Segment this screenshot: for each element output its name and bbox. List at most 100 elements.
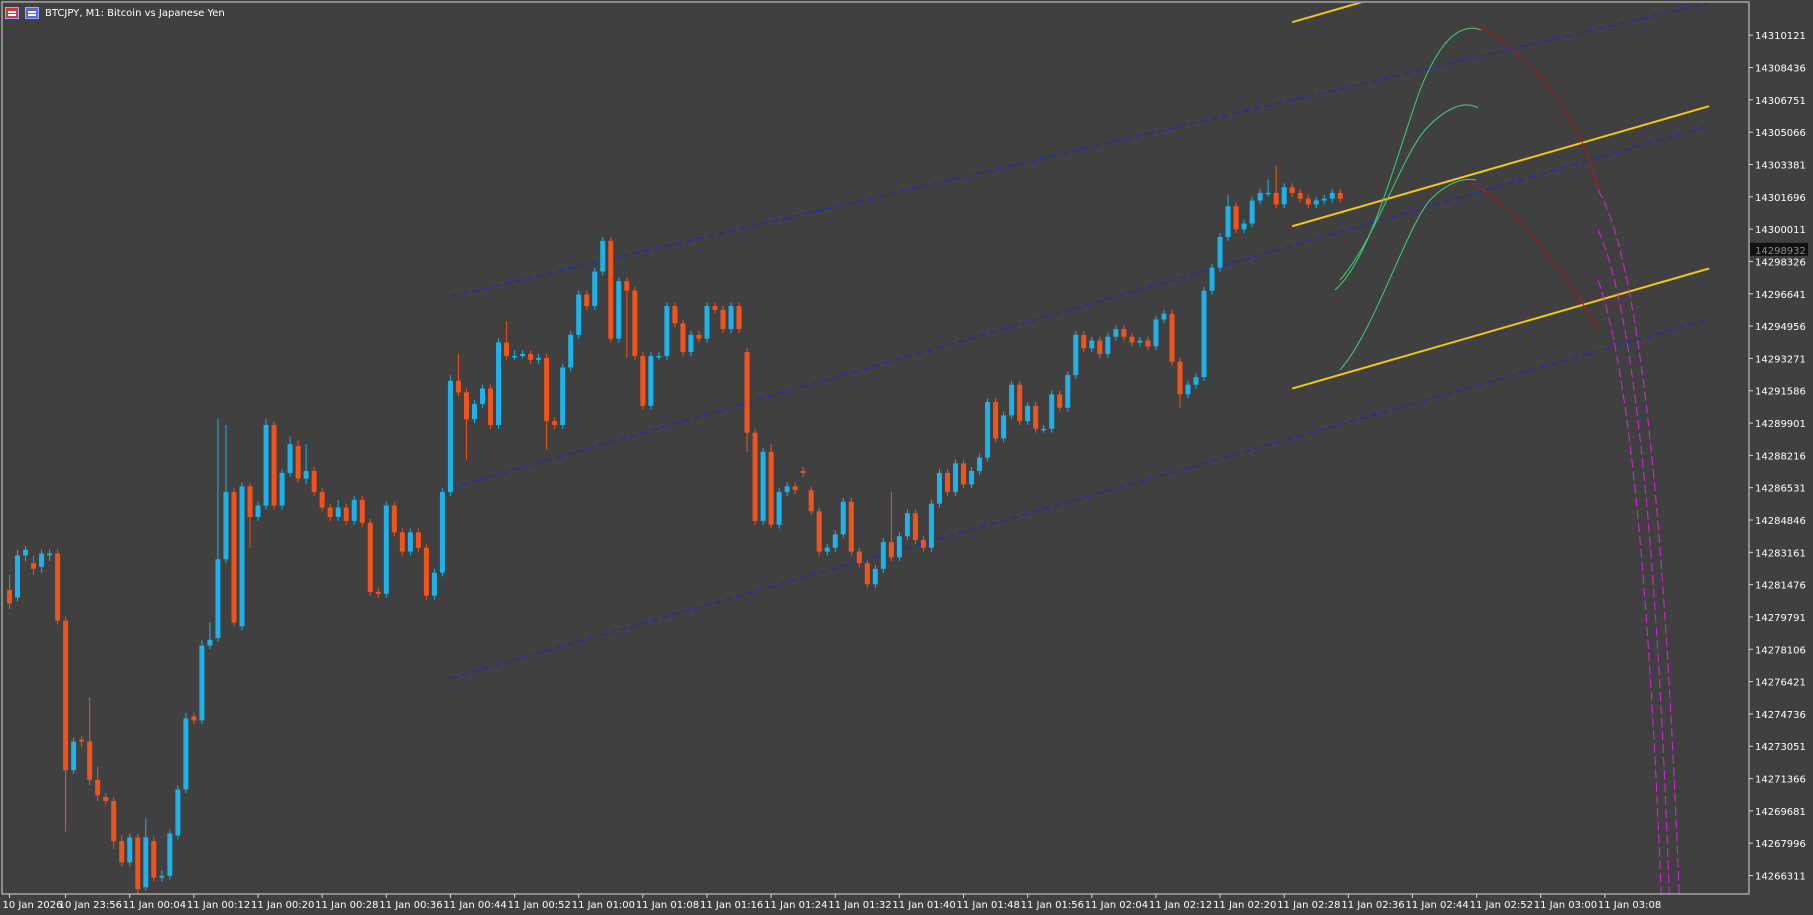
candle-body	[504, 342, 510, 356]
candle-body	[1001, 415, 1007, 439]
candle-body	[199, 645, 205, 721]
candle-body	[840, 501, 846, 535]
candle-body	[1065, 375, 1071, 408]
candle-body	[127, 837, 133, 863]
candle-body	[961, 463, 967, 485]
candle-body	[319, 492, 325, 508]
x-tick-label: 11 Jan 01:32	[828, 900, 891, 911]
candle-body	[800, 471, 806, 473]
x-tick-label: 11 Jan 02:12	[1149, 900, 1212, 911]
y-tick-label: 14308436	[1755, 64, 1806, 75]
y-tick-label: 14303381	[1755, 160, 1806, 171]
y-tick-label: 14271366	[1755, 775, 1806, 786]
candle-body	[351, 499, 357, 521]
candle-body	[327, 507, 333, 518]
candle-body	[367, 522, 373, 592]
candle-body	[463, 392, 469, 420]
candle-body	[143, 837, 149, 888]
plot-frame	[1, 1, 1750, 895]
candle-body	[496, 342, 502, 425]
candle-body	[560, 367, 566, 425]
green-curve-2	[1339, 104, 1479, 281]
candle-body	[135, 837, 141, 890]
candle-body	[744, 352, 750, 433]
candle-body	[63, 620, 69, 771]
candle-body	[39, 553, 45, 567]
candle-body	[1137, 340, 1143, 343]
x-tick-label: 11 Jan 01:56	[1021, 900, 1084, 911]
candle-body	[696, 334, 702, 339]
candle-body	[1265, 192, 1271, 195]
candle-body	[15, 555, 21, 598]
y-tick-label: 14293271	[1755, 354, 1806, 365]
candle-body	[1281, 187, 1287, 205]
candle-body	[944, 472, 950, 493]
candle-body	[768, 451, 774, 525]
candle-body	[167, 833, 173, 876]
y-tick-label: 14300011	[1755, 225, 1806, 236]
candle-body	[431, 572, 437, 596]
x-tick-label: 11 Jan 01:16	[700, 900, 763, 911]
candle-body	[31, 563, 37, 569]
candle-body	[303, 471, 309, 479]
candle-body	[536, 357, 542, 360]
candle-body	[544, 357, 550, 422]
candle-body	[792, 486, 798, 491]
candle-body	[1313, 200, 1319, 205]
candle-body	[680, 323, 686, 353]
candle-body	[23, 549, 29, 556]
candle-body	[1121, 329, 1127, 337]
candle-body	[239, 486, 245, 627]
candle-body	[632, 290, 638, 356]
candle-body	[624, 281, 630, 291]
projection-curve-1	[1597, 189, 1680, 893]
gold-channel-lower	[1291, 267, 1710, 390]
candle-body	[183, 718, 189, 790]
x-tick-label: 11 Jan 00:20	[251, 900, 314, 911]
x-tick-label: 11 Jan 02:20	[1213, 900, 1276, 911]
candle-body	[528, 354, 534, 360]
candle-body	[399, 532, 405, 552]
candle-body	[616, 281, 622, 339]
x-tick-label: 10 Jan 2026	[3, 900, 63, 911]
candle-body	[1329, 192, 1335, 199]
x-tick-label: 11 Jan 00:04	[123, 900, 186, 911]
gold-channel-middle	[1291, 105, 1710, 228]
y-tick-label: 14266311	[1755, 872, 1806, 883]
candle-body	[824, 547, 830, 552]
candle-body	[1073, 334, 1079, 376]
x-tick-label: 11 Jan 00:28	[315, 900, 378, 911]
candle-body	[752, 432, 758, 521]
candle-body	[271, 424, 277, 506]
projection-curve-2	[1597, 229, 1670, 893]
x-tick-label: 11 Jan 03:08	[1598, 900, 1661, 911]
candle-body	[1105, 336, 1111, 355]
y-tick-label: 14273051	[1755, 742, 1806, 753]
candle-body	[295, 446, 301, 479]
candle-body	[728, 306, 734, 330]
candle-body	[520, 354, 526, 356]
candle-body	[1321, 198, 1327, 201]
candle-body	[1153, 319, 1159, 347]
candle-body	[79, 739, 85, 742]
candle-body	[1041, 428, 1047, 431]
candle-body	[1185, 384, 1191, 395]
chart-window-icon[interactable]	[5, 7, 19, 19]
y-tick-label: 14274736	[1755, 710, 1806, 721]
candle-body	[928, 503, 934, 548]
candle-body	[1177, 361, 1183, 395]
candle-body	[864, 563, 870, 585]
candle-body	[688, 334, 694, 353]
candle-body	[848, 501, 854, 552]
candle-body	[111, 800, 117, 842]
current-price-marker	[1750, 242, 1808, 256]
y-tick-label: 14278106	[1755, 645, 1806, 656]
candle-body	[664, 306, 670, 356]
candle-body	[1009, 384, 1015, 416]
candle-body	[993, 401, 999, 439]
candle-body	[343, 507, 349, 521]
chart-properties-icon[interactable]	[25, 7, 39, 19]
x-tick-label: 11 Jan 02:28	[1277, 900, 1340, 911]
